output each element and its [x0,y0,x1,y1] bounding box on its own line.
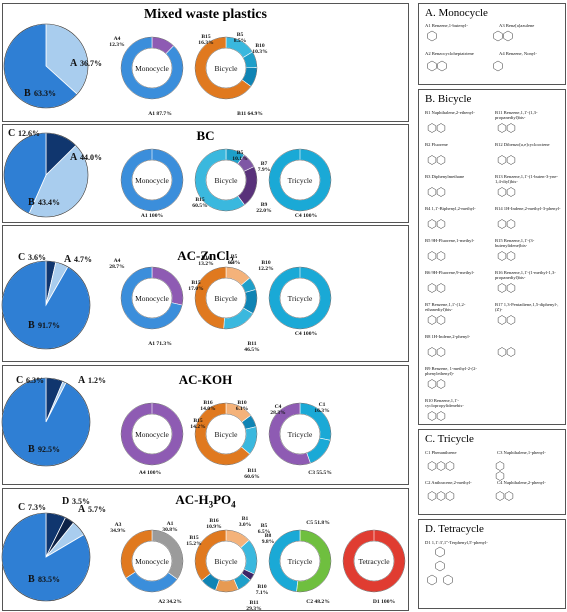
legend-item: B16 Benzene,1,1'-(1-methyl-1,3-propanedi… [495,270,556,280]
legend-monocycle: A. Monocycle A1 Benzene,1-butenyl- A3 Be… [418,3,566,85]
legend-item: A1 Benzene,1-butenyl- [425,23,468,28]
legend-item: C3 Naphthalene,1-phenyl- [497,450,546,455]
legend-item: B3 Diphenylmethane [425,174,465,179]
panel-title: BC [196,128,215,143]
panel-ac-h3po4: AC-H3PO4 [2,488,409,611]
legend-item: B17 1,3-Pentadiene,1,5-diphenyl-, (Z)- [495,302,559,312]
panel-mixed-waste: Mixed waste plastics [2,3,409,122]
legend-item: B11 Benzene,1,1'-(1,3-propanediyl)bis- [495,110,538,120]
legend-item: B8 1H-Indene,2-phenyl- [425,334,471,339]
legend-item: B13 Benzene,1,1'-(1-buten-3-yne-1,4-diyl… [495,174,558,184]
legend-title: B. Bicycle [425,93,472,105]
legend-title: C. Tricycle [425,433,474,445]
legend-item: B15 Benzene,1,1'-(3-butenylidene)bis- [495,238,535,248]
panel-ac-koh: AC-KOH [2,365,409,485]
legend-item: B14 1H-Indene,2-methyl-3-phenyl- [495,206,561,211]
legend-item: C1 Phenanthrene [425,450,457,455]
legend-tetracycle: D. Tetracycle D1 1,1':3',1''-Terphenyl,5… [418,519,566,609]
legend-item: B7 Benzene,1,1'-(1,2-ethanediyl)bis- [425,302,466,312]
legend-item: B1 Naphthalene,2-ethenyl- [425,110,475,115]
legend-title: D. Tetracycle [425,523,484,535]
panel-bc: BC [2,124,409,223]
panel-ac-zncl2: AC-ZnCl2 [2,225,409,362]
legend-item: B2 Fluorene [425,142,448,147]
legend-tricycle: C. Tricycle C1 Phenanthrene C3 Naphthale… [418,429,566,515]
legend-item: D1 1,1':3',1''-Terphenyl,5'-phenyl- [425,540,488,545]
legend-item: A2 Benzocycloheptatriene [425,51,474,56]
legend-item: A3 Benz[a]azulene [499,23,535,28]
legend-item: B5 9H-Fluorene,1-methyl- [425,238,475,243]
panel-title: AC-H3PO4 [175,492,236,510]
legend-title: A. Monocycle [425,7,488,19]
panel-title: Mixed waste plastics [144,7,267,22]
panel-title: AC-KOH [178,372,233,387]
legend-item: C4 Naphthalene,2-phenyl- [497,480,546,485]
panel-title: AC-ZnCl2 [177,248,234,266]
legend-bicycle: B. Bicycle B1 Naphthalene,2-ethenyl- B11 … [418,89,566,425]
legend-item: B4 1,1'-Biphenyl,2-methyl- [425,206,476,211]
legend-item: B9 Benzene, 1-methyl-2-(2-phenylethenyl)… [425,366,477,376]
legend-item: B10 Benzene,1,1'-cyclopropylidenebis- [425,398,464,408]
legend-item: B6 9H-Fluorene,9-methyl- [425,270,475,275]
legend-item: C2 Anthracene,2-methyl- [425,480,472,485]
legend-item: B12 Dibenzo[a,e]cyclooctene [495,142,550,147]
legend-item: A4 Benzene, Nonyl- [499,51,537,56]
